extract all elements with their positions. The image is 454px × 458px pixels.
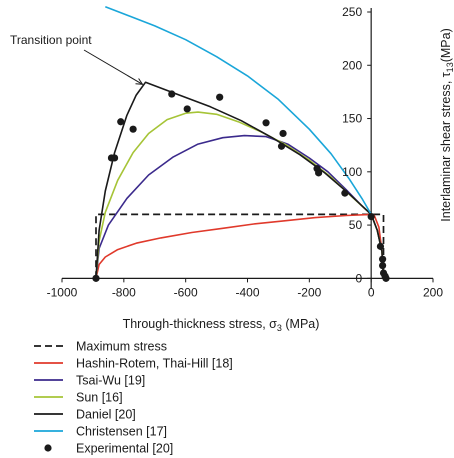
series-experimental-20 — [92, 90, 390, 282]
data-point — [216, 93, 224, 101]
series-tsai-wu-19-line — [95, 134, 385, 279]
series-hashin-rotem-thai-hill-18-line — [95, 213, 385, 279]
legend-label: Daniel [20] — [76, 408, 136, 422]
legend-item-sun-16: Sun [16] — [34, 391, 123, 405]
legend-label: Sun [16] — [76, 391, 123, 405]
data-point — [315, 169, 323, 177]
y-axis-title-unit: (MPa) — [439, 28, 453, 62]
data-point — [341, 189, 349, 197]
series-daniel-20-line — [95, 81, 385, 279]
y-tick-label: 150 — [342, 112, 362, 126]
data-point — [262, 119, 270, 127]
x-tick-label: -800 — [112, 285, 136, 299]
data-point — [168, 90, 176, 98]
y-axis-title: Interlaminar shear stress, τ13(MPa) — [439, 28, 454, 221]
legend-label: Tsai-Wu [19] — [76, 374, 145, 388]
data-point — [129, 125, 137, 133]
legend-item-tsai-wu-19: Tsai-Wu [19] — [34, 374, 145, 388]
legend-item-daniel-20: Daniel [20] — [34, 408, 136, 422]
x-tick-label: -200 — [297, 285, 321, 299]
x-axis-title-unit: (MPa) — [282, 317, 320, 331]
x-axis-title-text: Through-thickness stress, σ — [123, 317, 278, 331]
data-point — [117, 118, 125, 126]
x-axis-title: Through-thickness stress, σ3 (MPa) — [123, 317, 320, 333]
y-tick-label: 50 — [349, 218, 363, 232]
annotation-label: Transition point — [10, 33, 92, 47]
series-christensen-17-line — [105, 5, 372, 215]
legend-item-experimental-20: Experimental [20] — [44, 442, 173, 456]
annotation-arrow — [83, 49, 143, 85]
data-point — [367, 212, 375, 221]
y-tick-label: 0 — [355, 271, 362, 285]
data-point — [92, 274, 100, 282]
legend-item-maximum-stress: Maximum stress — [34, 340, 167, 354]
data-point — [277, 142, 286, 150]
data-point — [183, 105, 191, 113]
legend-label: Christensen [17] — [76, 425, 167, 439]
x-tick-label: -600 — [174, 285, 198, 299]
ticks-layer: -1000 -800 -600 -400 -200 0 200 0 50 100 150 200 250 — [47, 5, 444, 299]
legend-label: Hashin-Rotem, Thai-Hill [18] — [76, 357, 233, 371]
y-tick-label: 200 — [342, 58, 362, 72]
transition-point-annotation: Transition point — [10, 33, 144, 85]
series-maximum-stress-line — [95, 213, 385, 279]
x-tick-label: -1000 — [47, 285, 78, 299]
data-point — [379, 255, 387, 263]
x-tick-label: 200 — [423, 285, 443, 299]
legend-marker — [44, 444, 52, 452]
y-tick-label: 250 — [342, 5, 362, 19]
data-point — [382, 274, 390, 282]
y-axis-title-subscript: 13 — [445, 62, 454, 72]
series-sun-16-line — [95, 111, 385, 279]
x-tick-label: 0 — [368, 285, 375, 299]
series-layer — [92, 5, 390, 282]
legend-item-christensen-17: Christensen [17] — [34, 425, 167, 439]
y-tick-label: 100 — [342, 165, 362, 179]
data-point — [110, 154, 119, 162]
legend-label: Maximum stress — [76, 340, 167, 354]
annotation-arrowhead — [135, 78, 144, 85]
legend-label: Experimental [20] — [76, 442, 173, 456]
y-axis-title-text: Interlaminar shear stress, τ — [439, 72, 453, 221]
data-point — [379, 261, 387, 270]
x-tick-label: -400 — [235, 285, 259, 299]
x-axis-title-subscript: 3 — [277, 323, 282, 333]
data-point — [279, 129, 287, 138]
data-point — [376, 242, 385, 250]
legend-item-hashin-rotem-thai-hill-18: Hashin-Rotem, Thai-Hill [18] — [34, 357, 233, 371]
legend: Maximum stress Hashin-Rotem, Thai-Hill [1… — [34, 340, 233, 456]
